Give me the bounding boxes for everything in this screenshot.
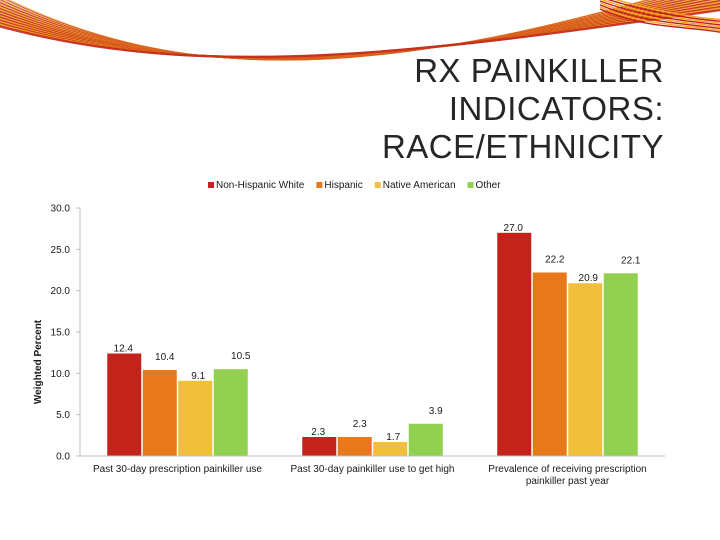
legend-swatch (374, 182, 381, 188)
data-labels: 12.4 10.4 9.1 10.5 2.3 2.3 1.7 3.9 27.0 22.2 20.9 2… (114, 223, 641, 443)
legend-swatch (467, 182, 474, 188)
y-tick-label: 30.0 (51, 204, 71, 215)
y-tick-label: 25.0 (51, 245, 71, 256)
legend-swatch (316, 182, 323, 188)
bar-series (107, 232, 638, 456)
data-label: 22.1 (621, 255, 641, 266)
swoosh-line (0, 8, 720, 59)
swoosh-line (614, 0, 720, 21)
data-label: 2.3 (353, 419, 367, 430)
swoosh-line (599, 6, 720, 31)
legend-label: Hispanic (324, 180, 362, 191)
bar (497, 232, 532, 456)
swoosh-line (599, 0, 720, 26)
title-line-2: INDICATORS: (448, 90, 664, 127)
title-line-1: RX PAINKILLER (414, 52, 664, 89)
bar (142, 370, 177, 456)
y-axis: 0.0 5.0 10.0 15.0 20.0 25.0 30.0 Weighted Perce… (33, 204, 81, 463)
slide-title: RX PAINKILLER INDICATORS: RACE/ETHNICITY (244, 52, 664, 166)
bar (107, 353, 142, 456)
legend-label: Native American (383, 180, 456, 191)
data-label: 10.4 (155, 352, 175, 363)
data-label: 2.3 (311, 427, 325, 438)
data-label: 20.9 (579, 273, 599, 284)
swoosh-line (599, 2, 720, 28)
x-tick-label: Past 30-day prescription painkiller use (93, 464, 262, 475)
data-label: 10.5 (231, 351, 251, 362)
data-label: 22.2 (545, 254, 565, 265)
bar (568, 283, 603, 456)
y-tick-label: 15.0 (51, 328, 71, 339)
y-axis-title: Weighted Percent (33, 319, 44, 404)
x-tick-label: Prevalence of receiving prescription (488, 464, 646, 475)
bar (178, 380, 213, 456)
swoosh-lines (0, 0, 720, 61)
data-label: 12.4 (114, 343, 134, 354)
y-tick-label: 10.0 (51, 369, 71, 380)
x-axis: Past 30-day prescription painkiller use P… (80, 455, 665, 487)
swoosh-line (607, 0, 720, 22)
title-line-3: RACE/ETHNICITY (381, 128, 664, 165)
bar (213, 369, 248, 456)
bar (373, 441, 408, 456)
chart-legend: Non-Hispanic White Hispanic Native America… (208, 180, 501, 191)
data-label: 9.1 (191, 371, 205, 382)
x-tick-label: Past 30-day painkiller use to get high (291, 464, 455, 475)
swoosh-line (599, 4, 720, 30)
data-label: 1.7 (386, 432, 400, 443)
data-label: 3.9 (429, 406, 443, 417)
bar (603, 273, 638, 456)
y-tick-label: 0.0 (56, 452, 70, 463)
data-label: 27.0 (504, 223, 524, 234)
decorative-swoosh (0, 0, 720, 61)
y-tick-label: 20.0 (51, 286, 71, 297)
legend-label: Other (476, 180, 502, 191)
legend-swatch (208, 182, 214, 188)
swoosh-line (600, 0, 720, 24)
legend-label: Non-Hispanic White (216, 180, 305, 191)
bar (532, 272, 567, 456)
bar (408, 423, 443, 456)
swoosh-line (599, 8, 720, 33)
y-tick-label: 5.0 (56, 410, 70, 421)
x-tick-label: painkiller past year (526, 476, 610, 487)
bar (302, 436, 337, 456)
bar (337, 436, 372, 456)
